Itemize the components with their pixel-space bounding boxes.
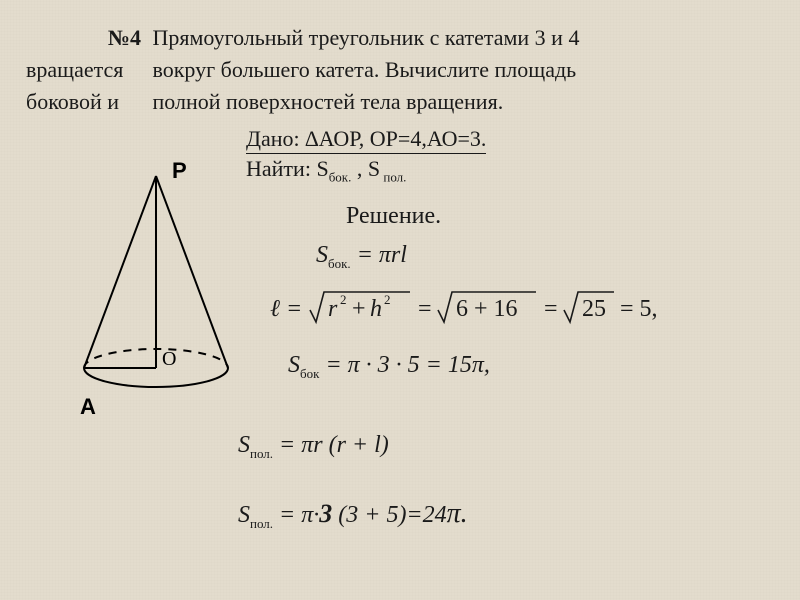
- eq-spol-calc: Sпол. = π·3 (3 + 5)=24π.: [238, 498, 468, 532]
- eq-l-mid: 6 + 16: [456, 296, 518, 322]
- eq-l-prefix: ℓ =: [270, 296, 302, 322]
- eq-sbok-formula: Sбок. = πrl: [316, 242, 774, 272]
- given-label: Дано:: [246, 126, 300, 151]
- eq-spol2-mida: = π·: [273, 502, 319, 528]
- svg-text:=: =: [544, 296, 558, 322]
- cone-label-a: A: [80, 394, 96, 420]
- cone-base-front: [84, 368, 228, 387]
- problem-line2-left: вращается: [26, 54, 141, 86]
- find-comma: ,: [357, 156, 363, 181]
- eq-l-h: h: [370, 296, 382, 322]
- problem-number: №4: [108, 25, 141, 50]
- svg-text:2: 2: [384, 292, 391, 307]
- eq-spol2-3: 3: [319, 499, 332, 528]
- eq-sbok-calc: Sбок = π · 3 · 5 = 15π,: [288, 352, 490, 382]
- svg-text:+: +: [352, 296, 366, 322]
- eq-spol-rest: = πr (r + l): [273, 432, 389, 458]
- find-sbok-sub: бок.: [329, 169, 352, 184]
- svg-text:2: 2: [340, 292, 347, 307]
- eq-sbok2-sub: бок: [300, 366, 319, 381]
- eq-spol2-sub: пол.: [250, 516, 273, 531]
- eq-sbok-S: S: [316, 242, 328, 268]
- given-block: Дано: ∆АОР, ОР=4,АО=3.: [246, 126, 486, 154]
- eq-l-result: = 5,: [620, 296, 658, 322]
- problem-line1: Прямоугольный треугольник с катетами 3 и…: [153, 25, 580, 50]
- problem-line3-left: боковой и: [26, 86, 141, 118]
- find-spol-sub: пол.: [380, 169, 406, 184]
- eq-spol-sub: пол.: [250, 446, 273, 461]
- eq-sbok-sub: бок.: [328, 256, 351, 271]
- eq-l-r: r: [328, 296, 338, 322]
- cone-right-edge: [156, 176, 228, 368]
- problem-text: №4 Прямоугольный треугольник с катетами …: [26, 22, 774, 118]
- find-spol: S: [368, 156, 380, 181]
- eq-spol-S: S: [238, 432, 250, 458]
- problem-line2-right: вокруг большего катета. Вычислите площад…: [147, 57, 577, 82]
- eq-spol2-midb: (3 + 5)=24: [332, 502, 446, 528]
- eq-spol2-pi: π.: [447, 498, 468, 529]
- cone-left-edge: [84, 176, 156, 368]
- eq-slant-height: ℓ = r 2 + h 2 = 6 + 16 = 25 = 5,: [270, 286, 690, 335]
- solution-heading: Решение.: [346, 203, 774, 230]
- given-content: ∆АОР, ОР=4,АО=3.: [305, 126, 486, 151]
- eq-l-25: 25: [582, 296, 606, 322]
- find-label: Найти:: [246, 156, 311, 181]
- eq-sbok2-rest: = π · 3 · 5 = 15π,: [319, 352, 489, 378]
- cone-diagram: P A О: [60, 170, 250, 430]
- eq-sbok2-S: S: [288, 352, 300, 378]
- eq-sbok-rest: = πrl: [351, 242, 407, 268]
- cone-label-o: О: [162, 348, 176, 371]
- find-sbok: S: [316, 156, 328, 181]
- problem-line3-right: полной поверхностей тела вращения.: [147, 89, 504, 114]
- eq-spol-formula: Sпол. = πr (r + l): [238, 432, 389, 462]
- find-block: Найти: Sбок. , S пол.: [246, 156, 774, 185]
- eq-spol2-S: S: [238, 502, 250, 528]
- cone-label-p: P: [172, 158, 187, 184]
- svg-text:=: =: [418, 296, 432, 322]
